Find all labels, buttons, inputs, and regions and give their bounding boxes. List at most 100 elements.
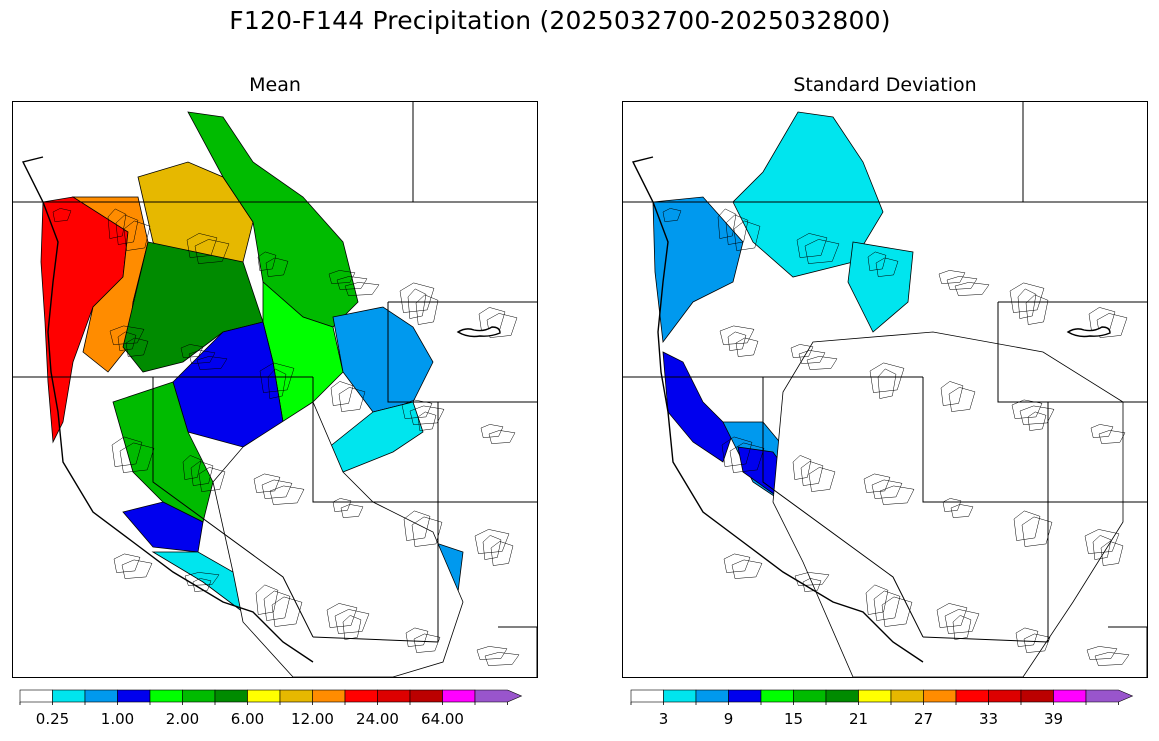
stddev-state-border [762,377,924,638]
mean-watershed-outline [117,331,137,351]
mean-watershed-outline [484,652,520,666]
stddev-watershed-outline [808,467,836,492]
mean-colorbar-label: 2.00 [165,710,200,728]
stddev-state-border [997,302,1147,403]
stddev-watershed-outline [875,257,899,277]
stddev-state-border [922,636,1049,643]
mean-watershed-outline [409,405,445,425]
mean-watershed-outline [411,516,443,547]
stddev-watershed-outline [948,387,976,412]
mean-watershed-outline [490,541,514,566]
mean-colorbar-swatch [117,689,151,703]
mean-colorbar-label: 6.00 [230,710,265,728]
stddev-watershed-outline [792,455,812,480]
mean-watershed-outline [271,596,303,627]
mean-colorbar-swatch [84,689,118,703]
stddev-watershed-outline [936,603,968,628]
mean-watershed-outline [261,479,293,499]
stddev-colorbar-label: 9 [723,710,734,728]
stddev-colorbar-swatch [760,689,794,703]
mean-colorbar-swatch [149,689,183,703]
mean-watershed-outline [188,350,216,364]
stddev-colorbar-swatch [858,689,892,703]
stddev-colorbar-label: 33 [978,710,999,728]
stddev-coastline [631,156,924,663]
mean-watershed-outline [115,214,139,245]
mean-watershed-outline [474,529,510,554]
mean-watershed-outline [192,578,212,592]
stddev-colorbar-swatch [663,689,697,703]
mean-colorbar-swatch [474,689,523,703]
mean-watershed-outline [405,627,429,647]
mean-watershed-outline [119,442,155,473]
mean-watershed-outline [403,510,431,541]
stddev-region-3 [662,351,734,463]
stddev-watershed-outline [938,270,966,284]
stddev-watershed-outline [1092,535,1112,560]
mean-watershed-outline [186,233,218,258]
mean-watershed-outline [196,356,228,370]
mean-state-border [498,626,537,677]
mean-watershed-outline [259,362,295,393]
mean-watershed-outline [52,208,72,222]
stddev-watershed-outline [1009,282,1045,313]
mean-map [12,101,538,678]
mean-panel-title: Mean [249,74,301,96]
stddev-colorbar-swatch [793,689,827,703]
stddev-watershed-outline [1021,516,1053,547]
stddev-watershed-outline [796,233,828,258]
mean-watershed-outline [407,288,427,319]
mean-colorbar-swatch [279,689,313,703]
stddev-watershed-outline [1011,399,1043,419]
stddev-colorbar-swatch [988,689,1022,703]
mean-watershed-outline [121,559,153,579]
stddev-watershed-outline [662,208,682,222]
mean-watershed-outline [265,257,289,277]
mean-state-border [412,102,537,203]
stddev-watershed-outline [1025,294,1049,325]
mean-watershed-outline [417,411,437,431]
mean-colorbar-swatch [409,689,443,703]
stddev-watershed-outline [802,578,822,592]
stddev-colorbar-swatch [728,689,762,703]
stddev-lake [1066,326,1111,338]
mean-state-border [387,302,537,403]
mean-watershed-outline [488,430,516,444]
stddev-watershed-outline [798,350,826,364]
mean-state-border [312,636,439,643]
stddev-region-1 [732,111,884,278]
mean-state-border [312,377,537,503]
stddev-watershed-outline [881,596,913,627]
stddev-watershed-outline [1015,627,1039,647]
mean-colorbar-label: 1.00 [100,710,135,728]
stddev-state-border [922,377,1147,503]
mean-colorbar-swatch [247,689,281,703]
stddev-watershed-outline [865,584,889,615]
mean-coastline [21,156,314,663]
stddev-watershed-outline [719,325,755,345]
stddev-state-border [1022,102,1147,203]
mean-watershed-outline [401,399,433,419]
mean-watershed-outline [330,381,354,406]
mean-colorbar-swatch [214,689,248,703]
mean-watershed-outline [194,239,230,264]
stddev-watershed-outline [867,251,887,271]
stddev-watershed-outline [727,331,747,351]
stddev-watershed-outline [950,504,974,518]
mean-watershed-outline [480,424,504,438]
mean-watershed-outline [111,436,143,467]
mean-watershed-outline [328,270,356,284]
mean-lake [456,326,501,338]
stddev-colorbar-label: 15 [783,710,804,728]
stddev-watershed-outline [1088,307,1116,332]
mean-watershed-outline [255,584,279,615]
stddev-colorbar-swatch [923,689,957,703]
stddev-watershed-outline [873,590,901,621]
mean-colorbar-swatch [182,689,216,703]
mean-region-11 [122,501,204,553]
stddev-watershed-outline [725,214,749,245]
mean-watershed-outline [253,473,281,493]
mean-region-7 [172,321,284,448]
stddev-colorbar-swatch [1085,689,1134,703]
mean-colorbar-swatch [312,689,346,703]
